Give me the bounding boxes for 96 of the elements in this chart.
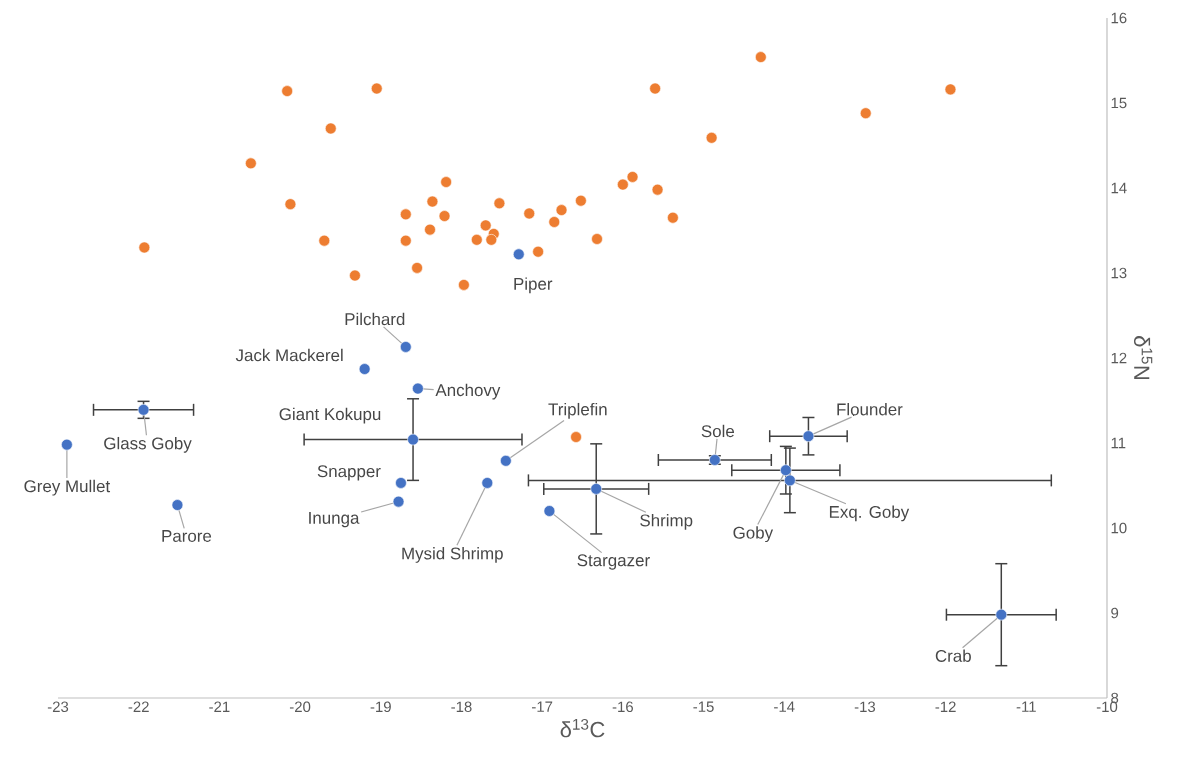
point (493, 197, 506, 210)
point (349, 269, 361, 282)
point (575, 194, 587, 207)
point (500, 455, 512, 467)
annotation: Crab (935, 649, 971, 662)
annotation: Parore (162, 530, 212, 542)
x-tick-label: -22 (128, 701, 149, 712)
point (780, 464, 792, 476)
y-axis-title: δ$^{15}$N (1133, 336, 1153, 379)
annotation: Exq. Goby (829, 505, 910, 522)
annotation: Grey Mullet (24, 479, 111, 496)
x-tick-label: -15 (693, 701, 714, 712)
x-tick-label: -11 (1016, 701, 1036, 712)
annotation: Goby (733, 526, 774, 543)
point (591, 233, 603, 245)
point (649, 82, 661, 95)
point (626, 171, 639, 183)
point (399, 341, 412, 353)
x-tick-label: -23 (47, 701, 69, 713)
point (481, 477, 494, 489)
annotation: Mysid Shrimp (402, 547, 503, 563)
point (412, 382, 424, 395)
point (512, 248, 525, 261)
point (755, 51, 767, 63)
point (784, 474, 796, 487)
point (171, 499, 184, 511)
point (407, 433, 419, 446)
y-tick-label: 12 (1111, 352, 1127, 364)
point (471, 234, 483, 246)
point (399, 234, 412, 247)
point (318, 234, 331, 247)
annotation: Piper (514, 277, 553, 294)
point (532, 245, 544, 258)
x-tick-label: -12 (935, 701, 956, 712)
point (438, 210, 451, 222)
point (137, 404, 150, 416)
point (523, 207, 536, 220)
point (570, 431, 582, 443)
point (395, 477, 407, 489)
annotation: Giant Kokupu (279, 407, 381, 424)
point (281, 85, 293, 97)
x-tick-label: -13 (854, 701, 876, 713)
x-axis-title: δ$^{13}$C (560, 718, 605, 738)
x-tick-label: -14 (774, 701, 795, 712)
point (548, 216, 561, 228)
x-tick-label: -21 (209, 701, 230, 712)
y-tick-label: 13 (1111, 267, 1127, 279)
point (802, 430, 815, 442)
point (324, 122, 337, 135)
point (426, 195, 439, 208)
point (667, 211, 679, 224)
y-tick-label: 11 (1111, 437, 1126, 449)
y-tick-label: 15 (1111, 97, 1127, 109)
point (617, 178, 629, 191)
point (440, 176, 452, 188)
point (651, 183, 664, 196)
annotation: Pilchard (345, 312, 405, 326)
x-tick-label: -20 (289, 701, 311, 713)
point (411, 262, 423, 274)
annotation: Stargazer (577, 554, 650, 570)
annotation: Snapper (317, 465, 381, 481)
point (399, 208, 412, 221)
x-tick-label: -17 (532, 701, 553, 712)
y-tick-label: 9 (1111, 607, 1119, 619)
y-tick-label: 14 (1111, 182, 1127, 194)
y-tick-label: 16 (1111, 12, 1127, 24)
annotation: Jack Mackerel (235, 348, 343, 362)
point (358, 363, 371, 375)
x-tick-label: -16 (612, 701, 633, 713)
annotation: Triplefin (548, 402, 607, 419)
annotation: Flounder (837, 402, 903, 416)
x-tick-label: -18 (451, 701, 472, 713)
annotation: Inunga (309, 512, 360, 528)
point (485, 234, 498, 246)
point (370, 82, 383, 95)
point (479, 219, 492, 232)
annotation: Anchovy (435, 383, 501, 400)
x-tick-label: -19 (370, 701, 391, 713)
point (245, 157, 257, 170)
point (543, 505, 556, 517)
annotation: Glass Goby (104, 436, 192, 453)
point (284, 198, 297, 210)
point (590, 483, 603, 495)
annotation: Shrimp (640, 514, 693, 530)
point (392, 495, 405, 508)
point (61, 438, 73, 451)
point (458, 279, 470, 291)
y-tick-label: 10 (1111, 522, 1127, 534)
point (944, 83, 957, 96)
annotation: Sole (701, 424, 735, 438)
point (705, 132, 718, 144)
point (995, 608, 1008, 621)
point (424, 223, 436, 236)
point (555, 204, 568, 216)
point (859, 107, 872, 119)
point (138, 241, 151, 254)
